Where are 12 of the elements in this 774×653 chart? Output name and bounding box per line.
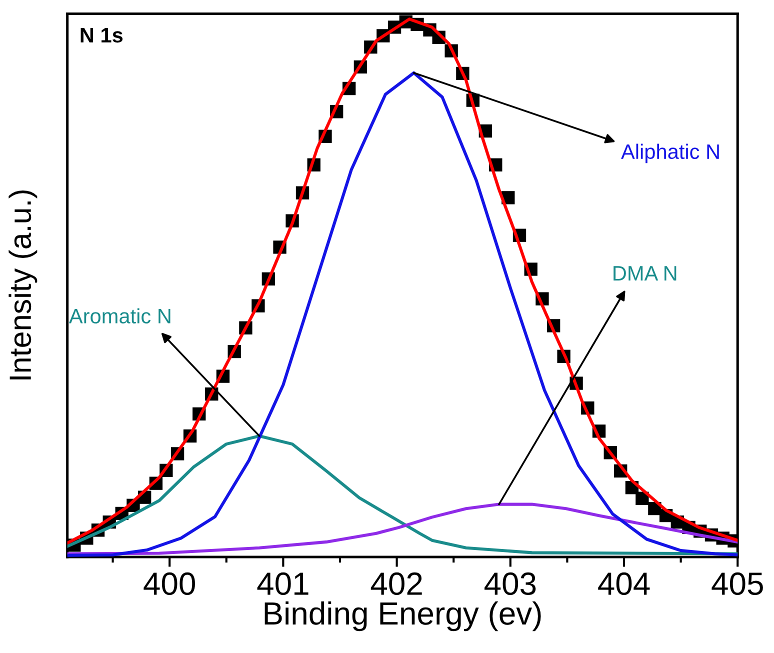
x-axis-title: Binding Energy (ev) <box>264 601 541 632</box>
annotation: N 1s <box>80 28 123 43</box>
x-tick-label: 404 <box>598 572 650 596</box>
y-axis-title: Intensity (a.u.) <box>8 190 38 380</box>
text: DMA N <box>614 266 676 281</box>
x-tick-label: 402 <box>370 572 422 596</box>
x-tick-label: 400 <box>144 572 195 596</box>
text: Aromatic N <box>68 308 170 324</box>
x-tick-label: 403 <box>484 572 536 596</box>
text: Aliphatic N <box>621 144 719 164</box>
x-tick-label: 401 <box>257 572 308 596</box>
x-tick-label: 405 <box>712 572 763 596</box>
